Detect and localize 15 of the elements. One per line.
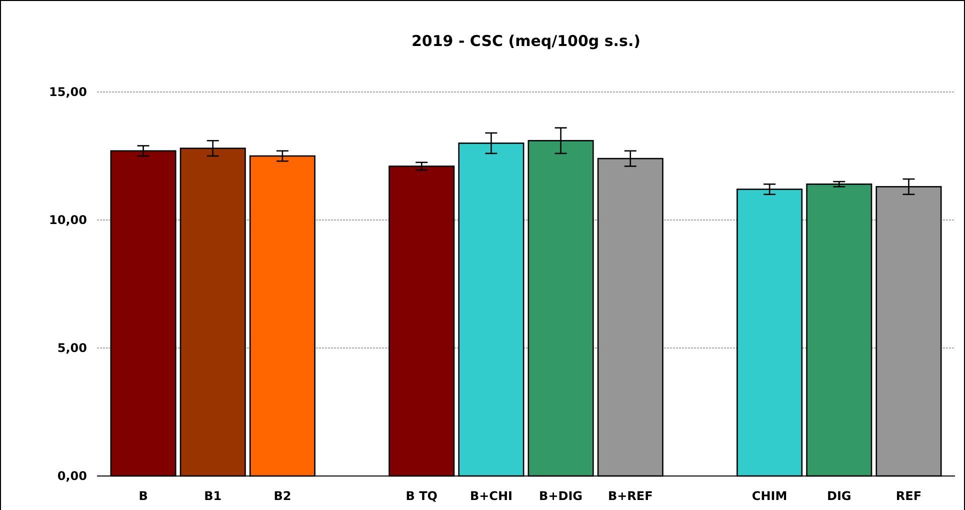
x-tick-label: B1 — [204, 489, 222, 503]
x-tick-label: B — [138, 489, 148, 503]
x-tick-label: B+DIG — [539, 489, 583, 503]
y-tick-label: 0,00 — [57, 469, 87, 484]
x-tick-label: B TQ — [406, 489, 438, 503]
x-tick-label: B+REF — [608, 489, 653, 503]
chart-title: 2019 - CSC (meq/100g s.s.) — [412, 32, 640, 50]
y-tick-label: 5,00 — [57, 341, 87, 356]
x-tick-label: B+CHI — [470, 489, 512, 503]
x-tick-label: B2 — [274, 489, 292, 503]
x-tick-label: CHIM — [752, 489, 788, 503]
x-tick-label: DIG — [827, 489, 852, 503]
y-tick-label: 10,00 — [49, 213, 87, 228]
x-tick-label: REF — [896, 489, 922, 503]
y-tick-label: 15,00 — [49, 85, 87, 100]
